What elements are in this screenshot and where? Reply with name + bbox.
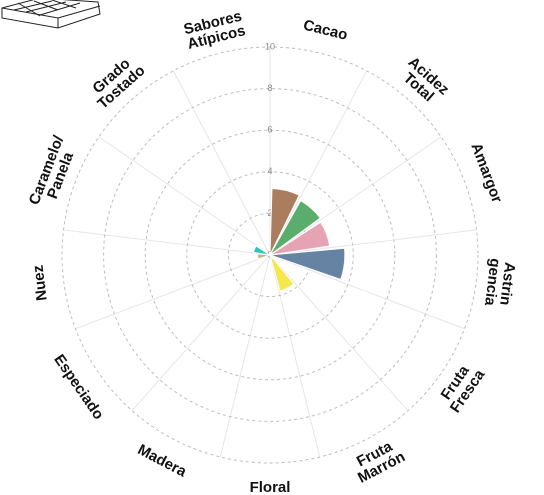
- category-label-line: Astrin: [496, 261, 518, 306]
- spoke: [131, 254, 271, 412]
- bar: [257, 253, 271, 260]
- spoke: [98, 136, 271, 256]
- spoke: [75, 254, 271, 330]
- spoke: [269, 229, 477, 256]
- spoke: [269, 254, 321, 458]
- category-label-line: gencia: [481, 257, 504, 307]
- bar: [269, 247, 346, 281]
- grid-circle: [61, 46, 479, 464]
- category-label: Cacao: [302, 17, 350, 44]
- category-label-line: Floral: [250, 479, 291, 495]
- category-label: Especiado: [50, 351, 107, 422]
- r-tick-label: 2: [267, 208, 272, 218]
- category-label-line: Nuez: [30, 264, 51, 302]
- category-label: Floral: [250, 479, 291, 495]
- category-label: Madera: [135, 441, 190, 481]
- category-label-line: Madera: [135, 441, 190, 481]
- category-label: Caramelo/Panela: [26, 133, 82, 213]
- category-label: AcidezTotal: [395, 54, 452, 110]
- r-tick-label: 4: [267, 166, 272, 176]
- category-label: Amargor: [467, 141, 505, 206]
- category-label: FrutaMarrón: [348, 435, 408, 487]
- chocolate-icon: [1, 0, 101, 29]
- category-label-line: Especiado: [50, 351, 107, 422]
- category-label: Astringencia: [481, 257, 519, 309]
- category-label-line: Cacao: [302, 17, 350, 44]
- category-label: SaboresAtípicos: [182, 8, 247, 53]
- category-label: Nuez: [30, 264, 51, 302]
- spoke: [269, 70, 368, 256]
- spoke: [269, 254, 409, 412]
- spoke: [63, 229, 271, 256]
- spoke: [172, 70, 271, 256]
- grid-circle: [144, 129, 396, 381]
- bar: [269, 221, 331, 256]
- spoke: [219, 254, 271, 458]
- grid-circle: [186, 171, 354, 339]
- r-tick-label: 6: [267, 125, 272, 135]
- category-label: FrutaFresca: [434, 358, 488, 417]
- bar: [269, 199, 321, 256]
- spoke: [269, 254, 465, 330]
- bar: [269, 254, 295, 292]
- grid-circle: [103, 88, 437, 422]
- category-label-line: Amargor: [467, 141, 505, 206]
- bar: [252, 245, 271, 256]
- spoke: [269, 136, 442, 256]
- r-tick-label: 10: [265, 41, 275, 51]
- r-tick-label: 8: [267, 83, 272, 93]
- category-label: GradoTostado: [84, 51, 148, 113]
- bar: [269, 187, 300, 256]
